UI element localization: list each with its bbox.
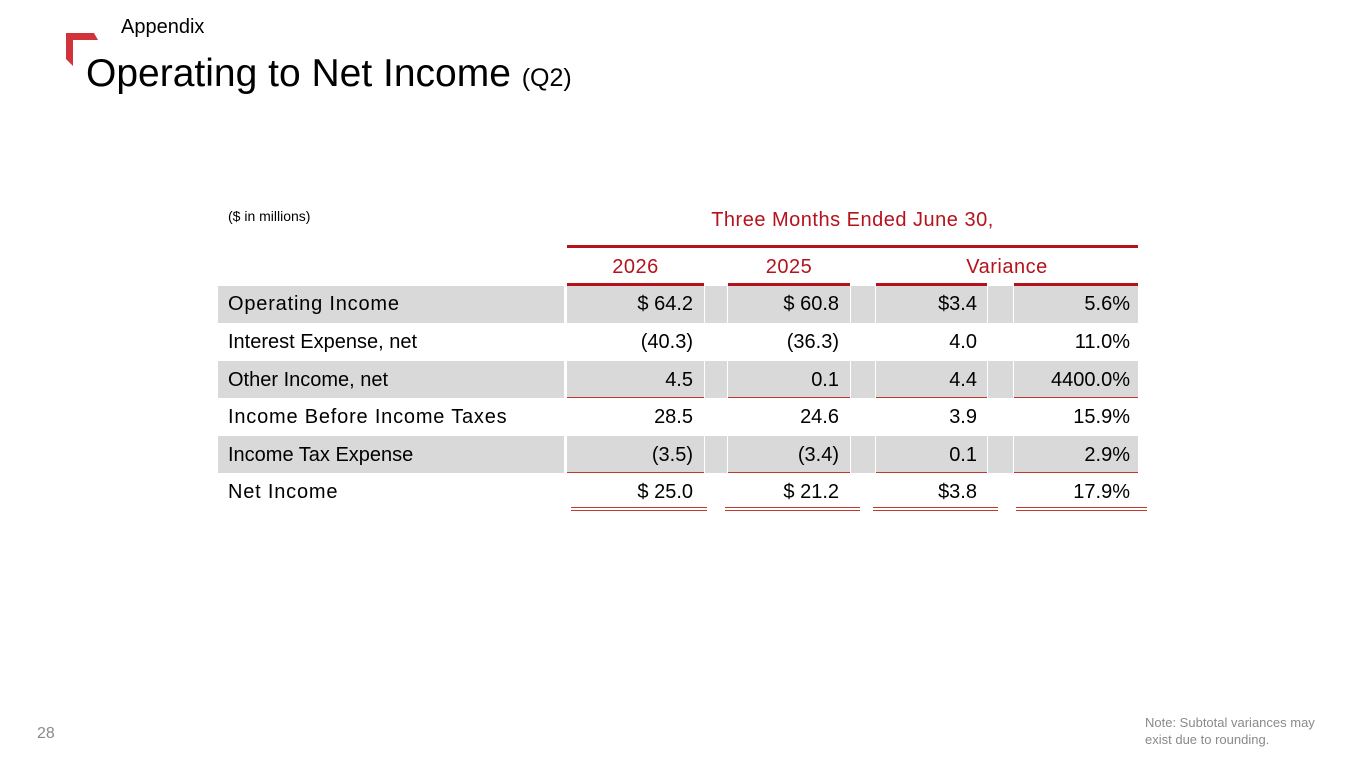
band-gap [704, 286, 728, 323]
row-label-net-income: Net Income [228, 481, 339, 503]
cell-2025: 0.1 [811, 369, 839, 391]
total-double-rule [873, 507, 998, 511]
row-band [218, 436, 1138, 473]
band-gap [987, 436, 1014, 473]
column-header-2026: 2026 [612, 256, 659, 278]
title-suffix: (Q2) [521, 64, 572, 92]
subtotal-rule [1014, 472, 1138, 473]
footnote: Note: Subtotal variances may exist due t… [1145, 715, 1315, 747]
subtotal-rule [728, 472, 850, 473]
cell-variance-percent: 17.9% [1073, 481, 1130, 503]
cell-2025: $ 21.2 [783, 481, 839, 503]
column-header-variance: Variance [966, 256, 1048, 278]
header-rule-2026 [567, 283, 704, 286]
band-gap [564, 361, 567, 398]
band-gap [704, 361, 728, 398]
column-header-2025: 2025 [765, 256, 813, 278]
band-gap [850, 436, 876, 473]
corner-bracket-logo [66, 33, 98, 66]
section-label: Appendix [121, 16, 205, 38]
band-gap [704, 436, 728, 473]
total-double-rule [725, 507, 860, 511]
header-rule-variance-percent [1014, 283, 1138, 286]
cell-2026: (3.5) [651, 444, 693, 466]
cell-variance-amount: $3.8 [938, 481, 977, 503]
row-label-income-tax-expense: Income Tax Expense [228, 444, 414, 466]
cell-2026: 4.5 [665, 369, 693, 391]
band-gap [850, 286, 876, 323]
cell-2025: (36.3) [786, 331, 839, 353]
row-band [218, 361, 1138, 398]
title-main: Operating to Net Income [86, 52, 511, 95]
cell-2025: $ 60.8 [783, 293, 839, 315]
cell-variance-percent: 15.9% [1073, 406, 1130, 428]
row-label-operating-income: Operating Income [228, 293, 400, 315]
subtotal-rule [876, 397, 987, 398]
cell-variance-amount: 4.0 [949, 331, 977, 353]
page-number: 28 [37, 725, 55, 742]
cell-variance-amount: 4.4 [949, 369, 977, 391]
cell-2025: 24.6 [800, 406, 839, 428]
row-band [218, 286, 1138, 323]
page-title: Operating to Net Income (Q2) [86, 52, 572, 96]
cell-2026: $ 64.2 [637, 293, 693, 315]
band-gap [987, 361, 1014, 398]
cell-2026: (40.3) [640, 331, 693, 353]
cell-variance-amount: 0.1 [949, 444, 977, 466]
subtotal-rule [876, 472, 987, 473]
band-gap [564, 436, 567, 473]
period-rule [567, 245, 1138, 248]
subtotal-rule [1014, 397, 1138, 398]
total-double-rule [571, 507, 707, 511]
cell-2026: $ 25.0 [637, 481, 693, 503]
header-rule-variance-amount [876, 283, 987, 286]
cell-variance-amount: 3.9 [949, 406, 977, 428]
header-rule-2025 [728, 283, 850, 286]
band-gap [850, 361, 876, 398]
subtotal-rule [567, 397, 704, 398]
cell-variance-percent: 5.6% [1084, 293, 1130, 315]
cell-variance-percent: 2.9% [1084, 444, 1130, 466]
band-gap [564, 286, 567, 323]
units-label: ($ in millions) [228, 208, 311, 224]
row-label-other-income: Other Income, net [228, 369, 389, 391]
total-double-rule [1016, 507, 1147, 511]
cell-variance-percent: 4400.0% [1051, 369, 1130, 391]
cell-variance-percent: 11.0% [1074, 331, 1130, 353]
period-header: Three Months Ended June 30, [711, 209, 994, 231]
row-label-income-before-taxes: Income Before Income Taxes [228, 406, 508, 428]
cell-2026: 28.5 [654, 406, 693, 428]
subtotal-rule [567, 472, 704, 473]
cell-2025: (3.4) [797, 444, 839, 466]
cell-variance-amount: $3.4 [938, 293, 977, 315]
row-label-interest-expense: Interest Expense, net [228, 331, 418, 353]
subtotal-rule [728, 397, 850, 398]
band-gap [987, 286, 1014, 323]
